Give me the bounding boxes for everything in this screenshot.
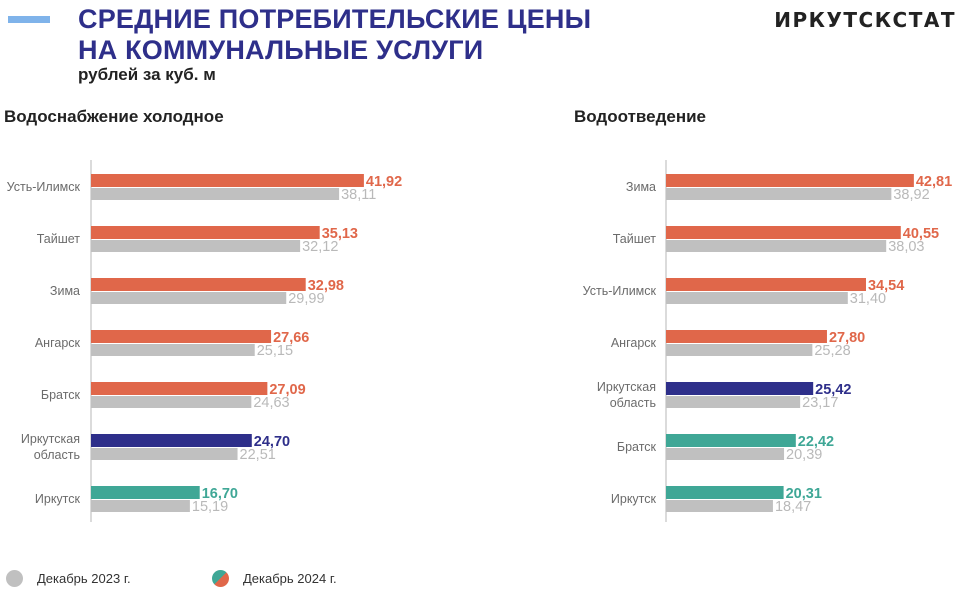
chart-title-sewerage: Водоотведение xyxy=(574,107,706,126)
brand-logo: ИРКУТСКСТАТ xyxy=(774,8,956,32)
value-label-2024: 20,31 xyxy=(786,486,822,502)
category-label: область xyxy=(610,396,656,410)
value-label-2024: 34,54 xyxy=(868,278,904,294)
bar-2023 xyxy=(666,396,801,408)
category-label: область xyxy=(34,448,80,462)
category-label: Усть-Илимск xyxy=(583,284,657,298)
value-label-2024: 24,70 xyxy=(254,434,290,450)
category-label: Иркутская xyxy=(597,380,656,394)
category-label: Иркутск xyxy=(611,492,657,506)
chart-title-cold-water: Водоснабжение холодное xyxy=(4,107,224,126)
value-label-2023: 24,63 xyxy=(253,395,289,411)
value-label-2023: 25,15 xyxy=(257,343,293,359)
bar-2024 xyxy=(666,278,866,291)
value-label-2023: 25,28 xyxy=(814,343,850,359)
value-label-2023: 22,51 xyxy=(240,447,276,463)
value-label-2023: 38,03 xyxy=(888,239,924,255)
bar-2023 xyxy=(666,500,773,512)
units-subtitle: рублей за куб. м xyxy=(78,65,216,84)
value-label-2024: 16,70 xyxy=(202,486,238,502)
value-label-2023: 31,40 xyxy=(850,291,886,307)
bar-2024 xyxy=(666,434,796,447)
category-label: Зима xyxy=(626,180,656,194)
value-label-2024: 41,92 xyxy=(366,174,402,190)
value-label-2024: 22,42 xyxy=(798,434,834,450)
bar-2023 xyxy=(666,240,887,252)
bar-2023 xyxy=(666,188,892,200)
value-label-2023: 29,99 xyxy=(288,291,324,307)
legend-label-2023: Декабрь 2023 г. xyxy=(37,571,131,586)
value-label-2024: 27,80 xyxy=(829,330,865,346)
legend-label-2024: Декабрь 2024 г. xyxy=(243,571,337,586)
category-label: Ангарск xyxy=(611,336,657,350)
value-label-2024: 42,81 xyxy=(916,174,952,190)
category-label: Тайшет xyxy=(37,232,81,246)
bar-2024 xyxy=(91,330,272,343)
bar-2023 xyxy=(91,448,238,460)
bar-2024 xyxy=(666,330,827,343)
bar-2024 xyxy=(91,382,268,395)
category-label: Иркутская xyxy=(21,432,80,446)
accent-bar xyxy=(8,16,50,23)
legend-swatch-orange-teal xyxy=(212,570,229,587)
value-label-2023: 38,11 xyxy=(341,187,376,203)
bar-2024 xyxy=(91,226,320,239)
category-label: Зима xyxy=(50,284,80,298)
legend-item-2023: Декабрь 2023 г. xyxy=(6,570,131,587)
bar-2024 xyxy=(666,382,814,395)
value-label-2024: 27,09 xyxy=(269,382,305,398)
bar-2024 xyxy=(666,226,901,239)
value-label-2024: 32,98 xyxy=(308,278,344,294)
value-label-2024: 25,42 xyxy=(815,382,851,398)
category-label: Братск xyxy=(41,388,81,402)
bar-2023 xyxy=(666,448,785,460)
value-label-2023: 38,92 xyxy=(893,187,929,203)
value-label-2024: 40,55 xyxy=(903,226,939,242)
bar-2023 xyxy=(666,292,848,304)
bar-2023 xyxy=(91,240,301,252)
legend-item-2024: Декабрь 2024 г. xyxy=(212,570,337,587)
value-label-2023: 18,47 xyxy=(775,499,811,515)
category-label: Ангарск xyxy=(35,336,81,350)
title-line-2: НА КОММУНАЛЬНЫЕ УСЛУГИ xyxy=(78,35,484,65)
category-label: Тайшет xyxy=(613,232,657,246)
bar-2024 xyxy=(91,434,252,447)
category-label: Усть-Илимск xyxy=(7,180,81,194)
bar-2023 xyxy=(91,344,255,356)
bar-2023 xyxy=(91,188,340,200)
bar-2023 xyxy=(91,292,287,304)
value-label-2023: 23,17 xyxy=(802,395,838,411)
bar-2023 xyxy=(91,500,190,512)
page-title: СРЕДНИЕ ПОТРЕБИТЕЛЬСКИЕ ЦЕНЫ НА КОММУНАЛ… xyxy=(78,4,591,66)
bar-2023 xyxy=(666,344,813,356)
value-label-2024: 35,13 xyxy=(322,226,358,242)
bar-2024 xyxy=(666,486,784,499)
value-label-2023: 32,12 xyxy=(302,239,338,255)
bar-2024 xyxy=(91,278,306,291)
bar-2024 xyxy=(91,174,364,187)
bar-2023 xyxy=(91,396,252,408)
value-label-2023: 20,39 xyxy=(786,447,822,463)
value-label-2023: 15,19 xyxy=(192,499,228,515)
bar-2024 xyxy=(666,174,914,187)
category-label: Братск xyxy=(617,440,657,454)
bar-2024 xyxy=(91,486,200,499)
category-label: Иркутск xyxy=(35,492,81,506)
value-label-2024: 27,66 xyxy=(273,330,309,346)
title-line-1: СРЕДНИЕ ПОТРЕБИТЕЛЬСКИЕ ЦЕНЫ xyxy=(78,4,592,34)
legend-swatch-grey xyxy=(6,570,23,587)
